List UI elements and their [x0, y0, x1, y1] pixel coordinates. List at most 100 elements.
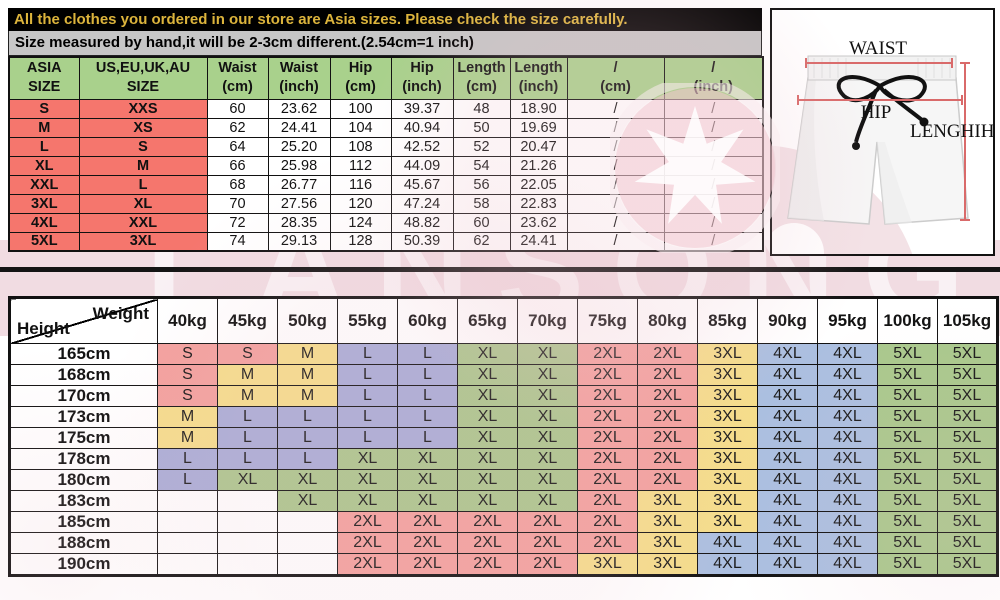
fit-empty-cell — [217, 553, 278, 576]
fit-size-cell: XL — [457, 490, 518, 512]
fit-size-cell: XL — [457, 385, 518, 407]
fit-size-cell: 4XL — [757, 448, 818, 470]
fit-size-cell: XL — [397, 448, 458, 470]
measurement-cell: 60 — [206, 98, 269, 119]
measurement-cell: / — [566, 136, 665, 157]
fit-size-cell: 3XL — [697, 385, 758, 407]
fit-size-cell: 4XL — [757, 511, 818, 533]
fit-size-cell: 5XL — [937, 553, 998, 576]
measurement-cell: 29.13 — [267, 231, 331, 252]
fit-size-cell: XL — [217, 469, 278, 491]
measurement-cell: / — [663, 174, 764, 195]
fit-size-cell: 2XL — [397, 511, 458, 533]
fit-size-cell: 5XL — [937, 448, 998, 470]
fit-size-cell: XL — [517, 490, 578, 512]
size-table-header: Hip (inch) — [390, 56, 454, 100]
height-weight-table: Weight Height 40kg 45kg 50kg 55kg 60kg 65kg 70kg… — [8, 296, 999, 577]
fit-size-cell: 4XL — [817, 364, 878, 386]
size-label-cell: S — [78, 136, 208, 157]
size-table-header: Hip (cm) — [329, 56, 392, 100]
fit-size-cell: M — [217, 364, 278, 386]
height-header-cell: 178cm — [9, 448, 158, 470]
height-header-cell: 190cm — [9, 553, 158, 576]
fit-empty-cell — [217, 490, 278, 512]
fit-size-cell: 2XL — [517, 511, 578, 533]
fit-size-cell: 2XL — [577, 343, 638, 365]
measurement-cell: 26.77 — [267, 174, 331, 195]
weight-header-cell: 50kg — [277, 297, 338, 344]
measurement-cell: 54 — [452, 155, 511, 176]
size-label-cell: XL — [8, 155, 80, 176]
measurement-cell: 48.82 — [390, 212, 454, 233]
size-label-cell: XXS — [78, 98, 208, 119]
fit-size-cell: 2XL — [637, 448, 698, 470]
measurement-cell: 19.69 — [509, 117, 568, 138]
size-table-header: / (cm) — [566, 56, 665, 100]
fit-size-cell: 2XL — [577, 406, 638, 428]
weight-header-cell: 95kg — [817, 297, 878, 344]
fit-size-cell: 5XL — [877, 511, 938, 533]
measurement-cell: 20.47 — [509, 136, 568, 157]
fit-size-cell: L — [157, 448, 218, 470]
weight-axis-label: Weight — [92, 304, 149, 323]
measurement-cell: 60 — [452, 212, 511, 233]
measurement-cell: 22.05 — [509, 174, 568, 195]
fit-size-cell: L — [337, 343, 398, 365]
fit-size-cell: 4XL — [817, 427, 878, 449]
fit-size-cell: 4XL — [817, 511, 878, 533]
fit-size-cell: 4XL — [817, 406, 878, 428]
waist-measure-line — [805, 58, 953, 68]
measurement-cell: 24.41 — [509, 231, 568, 252]
measurement-cell: 18.90 — [509, 98, 568, 119]
fit-size-cell: 3XL — [697, 343, 758, 365]
fit-size-cell: 2XL — [457, 553, 518, 576]
measurement-cell: 42.52 — [390, 136, 454, 157]
fit-size-cell: 4XL — [757, 469, 818, 491]
size-table-header: Length (cm) — [452, 56, 511, 100]
measurement-cell: / — [663, 193, 764, 214]
length-label: LENGHIH — [910, 121, 993, 142]
fit-empty-cell — [157, 532, 218, 554]
fit-size-cell: S — [157, 385, 218, 407]
measurement-cell: / — [566, 155, 665, 176]
height-header-cell: 183cm — [9, 490, 158, 512]
measurement-cell: 48 — [452, 98, 511, 119]
measurement-cell: / — [663, 212, 764, 233]
measurement-cell: 128 — [329, 231, 392, 252]
fit-empty-cell — [277, 511, 338, 533]
measurement-cell: 62 — [206, 117, 269, 138]
size-label-cell: XS — [78, 117, 208, 138]
notice-banner: All the clothes you ordered in our store… — [8, 8, 762, 31]
fit-size-cell: 4XL — [817, 553, 878, 576]
measurement-cell: 52 — [452, 136, 511, 157]
size-table-section: All the clothes you ordered in our store… — [8, 8, 764, 252]
fit-size-cell: XL — [517, 406, 578, 428]
fit-size-cell: M — [157, 427, 218, 449]
height-header-cell: 168cm — [9, 364, 158, 386]
fit-size-cell: 5XL — [877, 532, 938, 554]
fit-size-cell: 5XL — [877, 406, 938, 428]
measurement-cell: 112 — [329, 155, 392, 176]
fit-size-cell: XL — [517, 448, 578, 470]
fit-size-cell: 2XL — [577, 490, 638, 512]
measurement-cell: 28.35 — [267, 212, 331, 233]
measurement-cell: 66 — [206, 155, 269, 176]
fit-size-cell: 2XL — [577, 511, 638, 533]
fit-size-cell: L — [397, 427, 458, 449]
measurement-cell: / — [566, 212, 665, 233]
fit-size-cell: 5XL — [877, 427, 938, 449]
fit-size-cell: XL — [397, 469, 458, 491]
fit-size-cell: 2XL — [577, 385, 638, 407]
fit-size-cell: 3XL — [637, 532, 698, 554]
shorts-illustration: WAIST HIP LENGHIH — [772, 38, 993, 254]
fit-size-cell: L — [397, 364, 458, 386]
fit-empty-cell — [217, 532, 278, 554]
fit-size-cell: XL — [517, 343, 578, 365]
fit-size-cell: 3XL — [577, 553, 638, 576]
fit-size-cell: L — [277, 427, 338, 449]
size-label-cell: S — [8, 98, 80, 119]
size-label-cell: 3XL — [78, 231, 208, 252]
measurement-cell: / — [663, 231, 764, 252]
fit-empty-cell — [277, 553, 338, 576]
size-label-cell: M — [78, 155, 208, 176]
